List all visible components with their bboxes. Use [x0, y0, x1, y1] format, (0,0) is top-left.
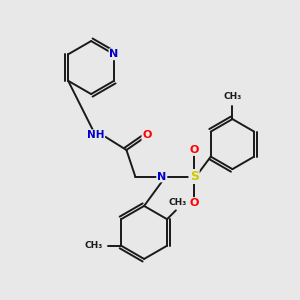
Text: O: O: [142, 130, 152, 140]
Text: S: S: [190, 170, 199, 183]
Text: CH₃: CH₃: [85, 241, 103, 250]
Text: O: O: [190, 145, 199, 155]
Text: O: O: [190, 198, 199, 208]
Text: CH₃: CH₃: [168, 198, 187, 207]
Text: NH: NH: [87, 130, 104, 140]
Text: CH₃: CH₃: [223, 92, 242, 100]
Text: N: N: [110, 49, 119, 59]
Text: N: N: [157, 172, 167, 182]
